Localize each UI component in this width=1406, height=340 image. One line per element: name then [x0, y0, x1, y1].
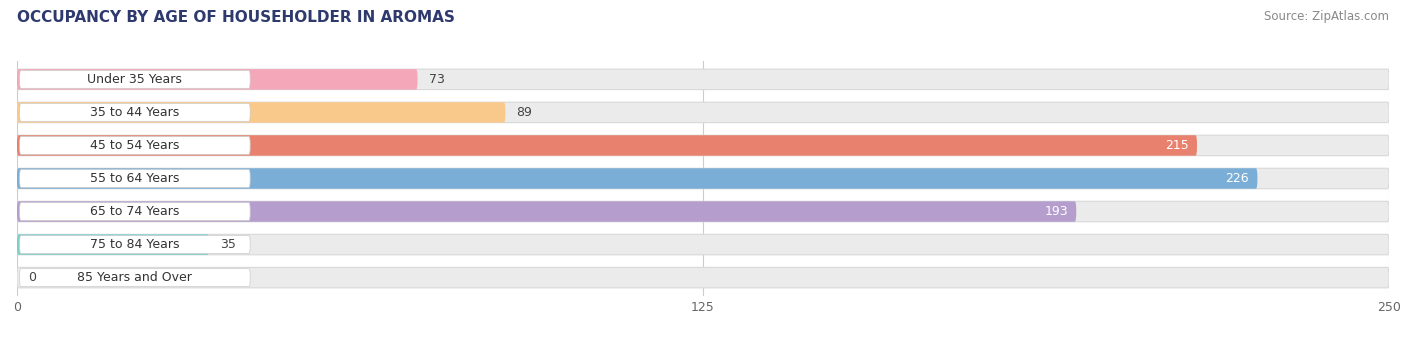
FancyBboxPatch shape [17, 267, 1389, 288]
Text: 75 to 84 Years: 75 to 84 Years [90, 238, 180, 251]
Text: 35 to 44 Years: 35 to 44 Years [90, 106, 180, 119]
Text: 89: 89 [516, 106, 533, 119]
FancyBboxPatch shape [20, 170, 250, 187]
FancyBboxPatch shape [17, 69, 1389, 90]
Text: 35: 35 [219, 238, 236, 251]
FancyBboxPatch shape [20, 236, 250, 254]
Text: 65 to 74 Years: 65 to 74 Years [90, 205, 180, 218]
Text: 85 Years and Over: 85 Years and Over [77, 271, 193, 284]
FancyBboxPatch shape [17, 168, 1389, 189]
Text: 0: 0 [28, 271, 35, 284]
FancyBboxPatch shape [17, 102, 1389, 123]
FancyBboxPatch shape [20, 203, 250, 220]
FancyBboxPatch shape [20, 269, 250, 287]
FancyBboxPatch shape [17, 201, 1076, 222]
FancyBboxPatch shape [17, 135, 1197, 156]
FancyBboxPatch shape [17, 135, 1389, 156]
FancyBboxPatch shape [17, 234, 1389, 255]
Text: 73: 73 [429, 73, 444, 86]
FancyBboxPatch shape [17, 201, 1389, 222]
Text: 45 to 54 Years: 45 to 54 Years [90, 139, 180, 152]
Text: 193: 193 [1045, 205, 1069, 218]
FancyBboxPatch shape [17, 234, 209, 255]
FancyBboxPatch shape [20, 103, 250, 121]
Text: 55 to 64 Years: 55 to 64 Years [90, 172, 180, 185]
Text: Under 35 Years: Under 35 Years [87, 73, 183, 86]
FancyBboxPatch shape [17, 102, 505, 123]
Text: 215: 215 [1166, 139, 1189, 152]
FancyBboxPatch shape [17, 69, 418, 90]
FancyBboxPatch shape [20, 70, 250, 88]
FancyBboxPatch shape [17, 168, 1257, 189]
FancyBboxPatch shape [20, 137, 250, 154]
Text: Source: ZipAtlas.com: Source: ZipAtlas.com [1264, 10, 1389, 23]
Text: 226: 226 [1226, 172, 1249, 185]
Text: OCCUPANCY BY AGE OF HOUSEHOLDER IN AROMAS: OCCUPANCY BY AGE OF HOUSEHOLDER IN AROMA… [17, 10, 454, 25]
